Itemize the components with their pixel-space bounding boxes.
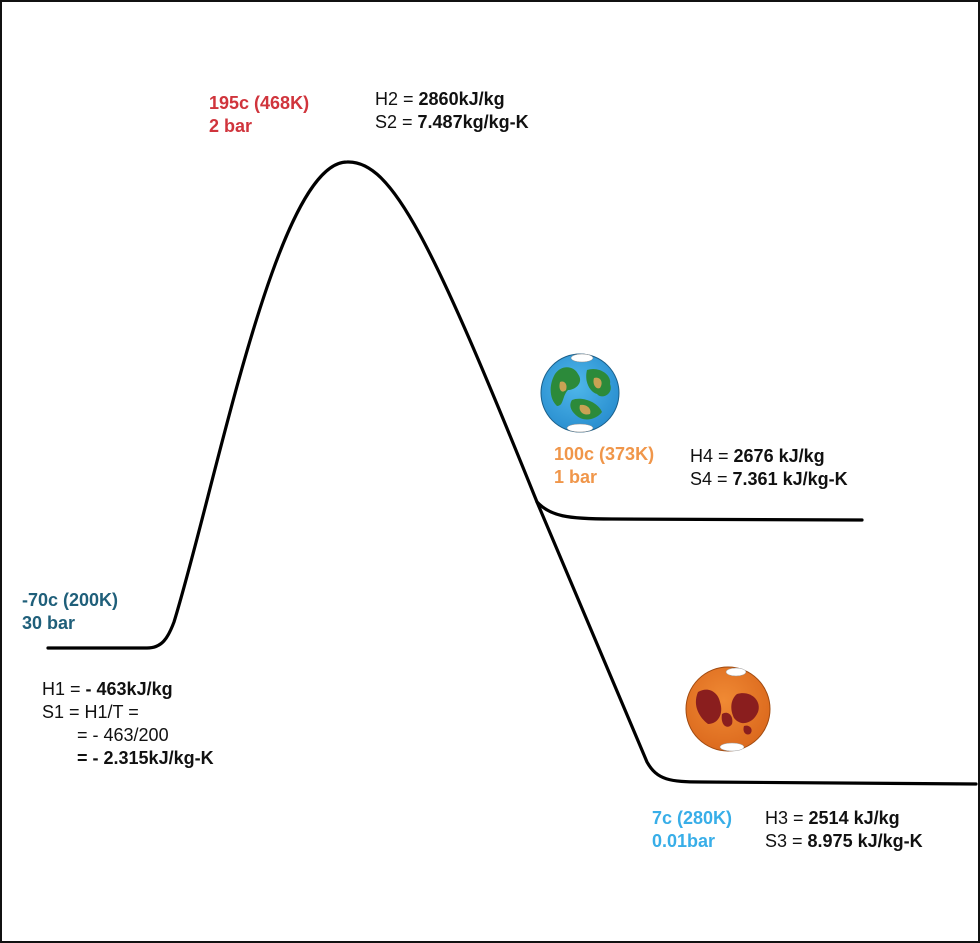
h4-value: 2676 kJ/kg <box>733 446 825 466</box>
state1-entropy-result: = - 2.315kJ/kg-K <box>77 748 214 768</box>
earth-planet-icon <box>540 353 620 433</box>
earth-branch-curve <box>535 500 864 522</box>
state3-pressure: 0.01bar <box>652 831 716 851</box>
h3-value: 2514 kJ/kg <box>808 808 900 828</box>
h3-label: H3 = <box>765 808 809 828</box>
h2-value: 2860kJ/kg <box>418 89 505 109</box>
s2-value: 7.487kg/kg-K <box>417 112 529 132</box>
s3-value: 8.975 kJ/kg-K <box>807 831 923 851</box>
state4-entropy: S4 = 7.361 kJ/kg-K <box>690 468 848 491</box>
h4-label: H4 = <box>690 446 734 466</box>
s4-label: S4 = <box>690 469 733 489</box>
state4-enthalpy: H4 = 2676 kJ/kg <box>690 445 825 468</box>
s3-label: S3 = <box>765 831 808 851</box>
state1-pressure: 30 bar <box>22 613 76 633</box>
state4-temperature: 100c (373K) <box>554 444 655 464</box>
state2-pressure: 2 bar <box>209 116 253 136</box>
h1-value: - 463kJ/kg <box>85 679 173 699</box>
h2-label: H2 = <box>375 89 419 109</box>
state4-pressure: 1 bar <box>554 467 598 487</box>
main-energy-curve <box>46 160 978 786</box>
state1-entropy-formula: S1 = H1/T = <box>42 702 139 722</box>
state2-enthalpy: H2 = 2860kJ/kg <box>375 88 505 111</box>
state3-enthalpy: H3 = 2514 kJ/kg <box>765 807 900 830</box>
state3-entropy: S3 = 8.975 kJ/kg-K <box>765 830 923 853</box>
state2-entropy: S2 = 7.487kg/kg-K <box>375 111 529 134</box>
state1-temperature: -70c (200K) <box>22 590 119 610</box>
state1-enthalpy: H1 = - 463kJ/kg <box>42 678 173 701</box>
state3-temperature: 7c (280K) <box>652 808 733 828</box>
state2-temperature: 195c (468K) <box>209 93 310 113</box>
mars-planet-icon <box>685 666 771 752</box>
s2-label: S2 = <box>375 112 418 132</box>
h1-label: H1 = <box>42 679 86 699</box>
state1-entropy-step: = - 463/200 <box>77 725 169 745</box>
s4-value: 7.361 kJ/kg-K <box>732 469 848 489</box>
